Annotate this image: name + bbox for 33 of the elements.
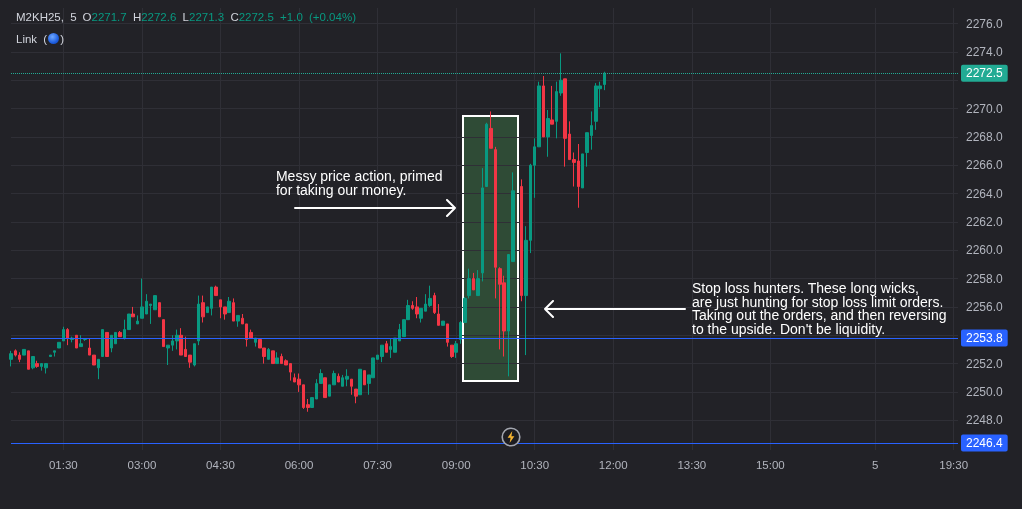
x-tick-label: 07:30 bbox=[363, 459, 392, 471]
y-tick-label: 2250.0 bbox=[966, 384, 1004, 399]
y-tick-label: 2268.0 bbox=[966, 129, 1004, 144]
x-tick-label: 09:00 bbox=[441, 459, 471, 471]
x-tick-label: 06:00 bbox=[284, 459, 314, 471]
y-tick-label: 2260.0 bbox=[966, 243, 1004, 258]
ref-line-label: 2253.8 bbox=[966, 331, 1004, 346]
annotation: Stop loss hunters. These long wicks, are just hunting for stop loss limit orders. Taking out the orders, and then reversing to the upside. Don't be liquidity. bbox=[692, 280, 947, 337]
x-tick-label: 5 bbox=[871, 459, 879, 471]
x-tick-label: 15:00 bbox=[755, 459, 785, 471]
annotation: Messy price action, primed for taking our money. bbox=[275, 168, 443, 198]
y-tick-label: 2248.0 bbox=[966, 413, 1004, 428]
x-tick-label: 04:30 bbox=[206, 459, 235, 471]
x-tick-label: 12:00 bbox=[598, 459, 628, 471]
x-tick-label: 01:30 bbox=[48, 459, 78, 471]
text: O2271.7 H2272.6 L2271.3 C2272.5 +1.0 (+0.04%) bbox=[82, 11, 356, 23]
y-tick-label: 2258.0 bbox=[966, 271, 1004, 286]
y-tick-label: 2266.0 bbox=[966, 158, 1004, 173]
annotation: Link ( ) bbox=[16, 32, 64, 46]
y-tick-label: 2264.0 bbox=[966, 186, 1004, 201]
y-tick-label: 2262.0 bbox=[966, 214, 1004, 229]
x-tick-label: 13:30 bbox=[677, 459, 707, 471]
x-tick-label: 10:30 bbox=[520, 459, 550, 471]
chart-title: M2KH25, 5 bbox=[16, 11, 77, 23]
y-tick-label: 2252.0 bbox=[966, 356, 1004, 371]
y-tick-label: 2256.0 bbox=[966, 299, 1004, 314]
y-tick-label: 2276.0 bbox=[966, 16, 1004, 31]
x-tick-label: 03:00 bbox=[127, 459, 157, 471]
ref-line-label: 2246.4 bbox=[966, 435, 1004, 450]
ref-line-label: 2272.5 bbox=[966, 66, 1004, 81]
x-tick-label: 19:30 bbox=[939, 459, 969, 471]
y-tick-label: 2270.0 bbox=[966, 101, 1004, 116]
y-tick-label: 2274.0 bbox=[966, 44, 1004, 59]
